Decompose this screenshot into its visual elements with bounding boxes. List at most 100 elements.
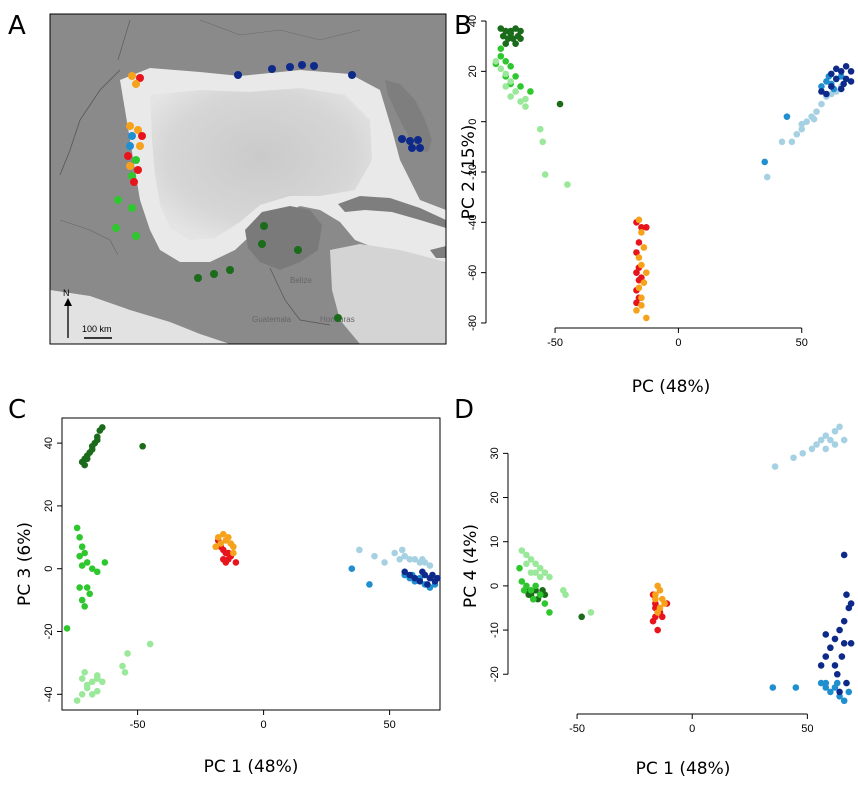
map-sample-dot [234,71,242,79]
scatter-point [635,254,643,261]
gulf-of-mexico-map: Belize Guatemala Honduras N 100 km [49,13,447,345]
scatter-point [81,603,88,610]
panel-d-scatter: -50 0 50 30 20 10 0 -10 -20 PC 1 (48%) PC 4 (4%) [461,423,855,779]
scatter-point [578,613,585,621]
scatter-point [78,691,86,698]
map-sample-dot [210,270,218,278]
scatter-point [424,581,431,588]
scatter-point [212,543,220,551]
scatter-point [541,569,549,576]
y-tick-label: -80 [467,315,479,331]
scatter-point [527,88,534,95]
scatter-point [512,88,519,95]
scatter-point [836,688,843,696]
scatter-point [83,584,91,591]
scatter-point [522,95,529,103]
scatter-point [840,697,848,705]
panel-c-scatter: -50 0 50 40 20 0 -20 -40 PC 1 (48%) PC 3 (6%) [15,417,441,777]
scatter-point [411,555,419,563]
map-sample-dot [132,156,140,164]
map-sample-dot [260,222,268,230]
scatter-point [771,463,779,470]
scatter-point [507,93,514,100]
scatter-point [146,640,154,648]
map-sample-dot [124,152,132,160]
scatter-point [847,640,855,647]
scatter-point [831,662,839,669]
scatter-point [833,679,841,687]
scatter-point [836,626,843,634]
map-sample-dot [126,142,134,150]
scatter-point [847,68,855,75]
scatter-point [523,560,530,568]
scatter-point [769,684,777,691]
scatter-point [507,63,514,70]
scatter-point [798,125,806,133]
scatter-point [840,640,848,647]
scatter-point [507,30,514,37]
scatter-point [356,546,363,554]
y-tick-label: 20 [43,500,55,512]
pacific-ocean [50,290,230,344]
scatter-point [638,302,645,309]
scatter-point [366,581,373,588]
scatter-point [640,279,648,287]
scatter-point [643,314,650,322]
scatter-point [492,57,500,65]
map-sample-dot [114,196,122,204]
scatter-point [845,688,853,696]
scatter-point [656,604,664,612]
scatter-point [401,568,409,576]
scatter-point [827,688,834,696]
scatter-point [536,591,544,599]
scatter-point [429,571,436,579]
scatter-point [532,560,539,568]
florida-peninsula [385,80,432,152]
scatter-point [502,57,510,65]
scatter-point [818,83,825,90]
y-tick-label: 20 [467,65,479,77]
map-sample-dots [112,61,424,322]
y-tick-label: -10 [489,622,501,638]
scatter-point [587,609,595,616]
scatter-point [635,239,643,246]
scatter-point [783,113,791,120]
scatter-point [536,564,544,572]
scatter-point [93,687,101,695]
y-tick-label: 10 [489,536,501,548]
scatter-point [822,432,830,439]
scatter-point [843,591,850,599]
scatter-point [527,586,535,594]
scatter-point [643,224,650,231]
scatter-point [502,40,510,47]
scatter-point [93,672,101,679]
map-sample-dot [134,126,142,134]
scatter-point [523,551,530,559]
y-tick-label: 0 [467,119,479,125]
scatter-point [763,173,771,181]
x-tick-label: 50 [383,719,395,731]
scatter-point [419,555,426,563]
x-tick-label: 50 [796,337,808,349]
scatter-point [517,98,524,105]
scatter-point [73,524,81,532]
scatter-point [847,600,855,607]
scatter-point [426,562,434,569]
scatter-point [76,584,83,591]
x-tick-label: -50 [569,723,585,735]
scatter-point [633,269,640,276]
scatter-point [396,555,403,563]
scatter-point [541,171,549,178]
panel-letter-d: D [454,395,474,425]
map-sample-dot [130,178,138,186]
scatter-point [76,552,83,560]
caribbean-sea [330,244,446,344]
scatter-point [99,678,106,686]
scatter-point [81,669,88,676]
scatter-point [139,442,146,450]
scatter-point [398,546,406,554]
scatter-point [656,586,664,594]
scatter-point [518,547,526,554]
scatter-point [847,78,855,85]
scatter-point [532,569,539,576]
